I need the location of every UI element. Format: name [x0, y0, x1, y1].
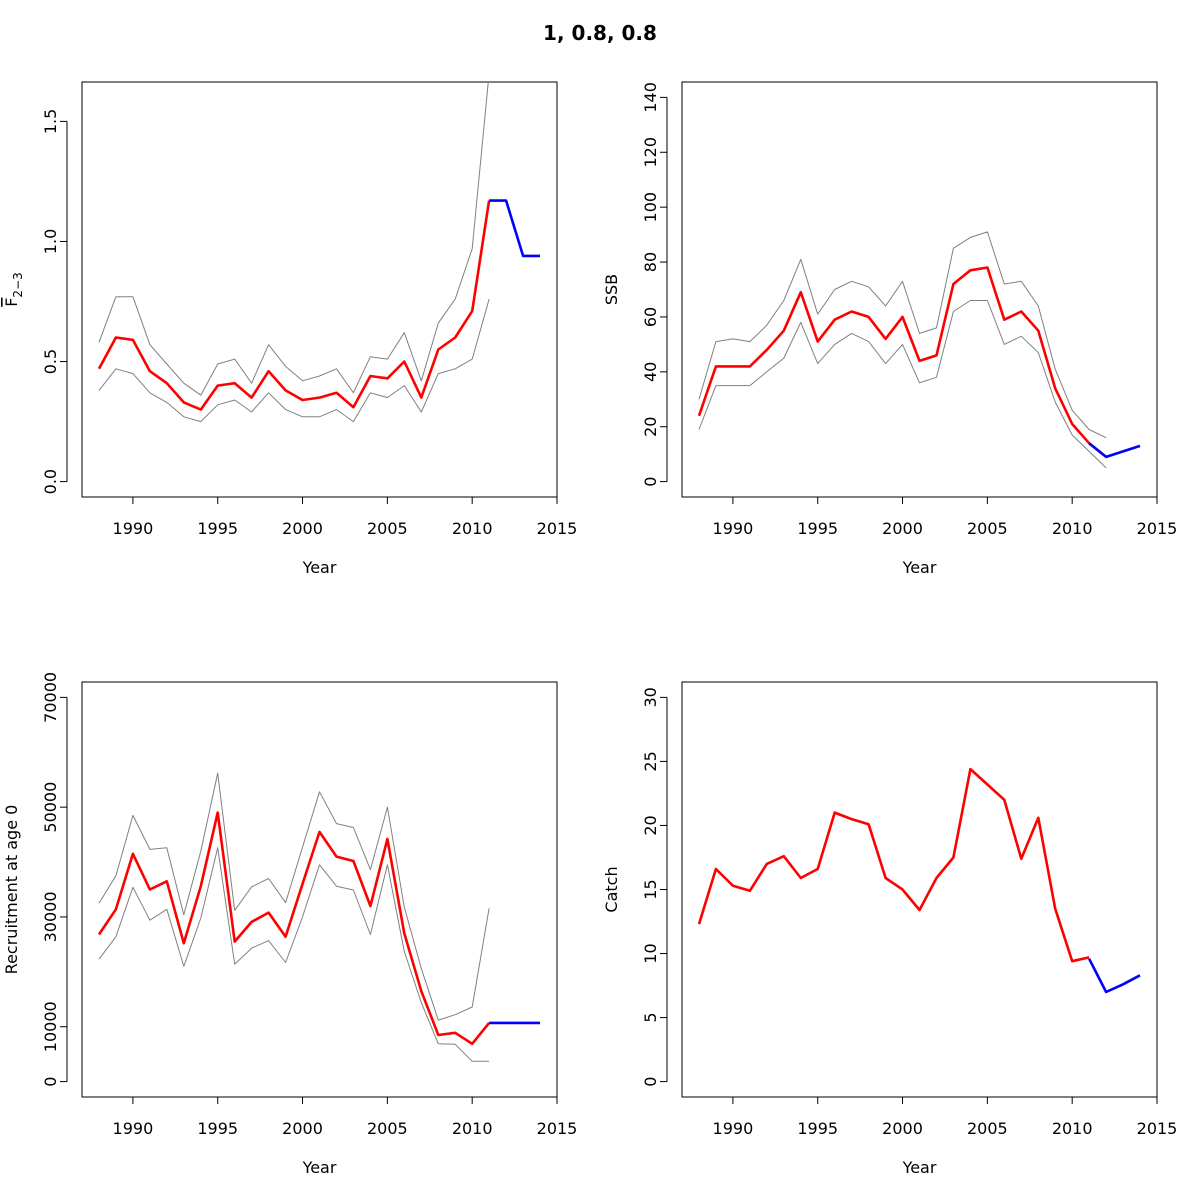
x-axis: 1990 1995 2000 2005 2010 2015: [713, 496, 1178, 538]
y-axis-label: Recruitment at age 0: [2, 805, 21, 975]
x-axis-label: Year: [902, 1158, 937, 1177]
y-axis: 0 20 40 60 80 100 120 140: [641, 82, 668, 487]
x-tick-label: 2010: [1052, 1119, 1093, 1138]
y-tick-label: 80: [641, 252, 660, 272]
y-tick-label: 70000: [41, 672, 60, 723]
x-tick-label: 2015: [537, 1119, 578, 1138]
y-tick-label: 20: [641, 417, 660, 437]
series-line-forecast: [489, 199, 540, 258]
panel-bottom-right: 1990 1995 2000 2005 2010 2015 Year 0 5 10 15 20 25 30…: [602, 681, 1178, 1177]
panel-top-left: 1990 1995 2000 2005 2010 2015 Year 0.0 0.5 1.0 1.5…: [2, 81, 578, 577]
x-tick-label: 2000: [882, 1119, 923, 1138]
x-tick-label: 2015: [1137, 1119, 1178, 1138]
x-tick-label: 1990: [713, 519, 754, 538]
series-line-upper: [98, 772, 490, 1021]
x-axis: 1990 1995 2000 2005 2010 2015: [113, 1096, 578, 1138]
x-tick-label: 1995: [797, 1119, 838, 1138]
series-line-upper: [98, 82, 489, 396]
y-tick-label: 120: [641, 137, 660, 168]
y-axis-label-main: F: [2, 298, 21, 307]
y-tick-label: 20: [641, 815, 660, 835]
x-tick-label: 2010: [452, 519, 493, 538]
x-tick-label: 2010: [1052, 519, 1093, 538]
x-tick-label: 2005: [367, 1119, 408, 1138]
y-axis-label: F2−3: [2, 272, 25, 307]
series-line-estimate: [97, 200, 491, 411]
x-axis-label: Year: [302, 558, 337, 577]
panels: 1990 1995 2000 2005 2010 2015Year0.00.51.01.5…: [2, 81, 1178, 1177]
x-axis: 1990 1995 2000 2005 2010 2015: [113, 496, 578, 538]
plot-frame: [81, 81, 558, 498]
x-tick-label: 2015: [537, 519, 578, 538]
x-tick-label: 2015: [1137, 519, 1178, 538]
series-line-lower: [698, 300, 1107, 469]
x-tick-label: 1990: [113, 1119, 154, 1138]
y-tick-label: 0.0: [41, 469, 60, 494]
y-tick-label: 0: [641, 477, 660, 487]
y-tick-label: 15: [641, 879, 660, 899]
y-tick-label: 40: [641, 362, 660, 382]
x-tick-label: 1995: [197, 519, 238, 538]
x-tick-label: 2010: [452, 1119, 493, 1138]
x-axis: 1990 1995 2000 2005 2010 2015: [713, 1096, 1178, 1138]
y-axis-label-subscript: 2−3: [11, 272, 25, 297]
x-tick-label: 2000: [282, 519, 323, 538]
y-tick-label: 50000: [41, 782, 60, 833]
panel-bottom-left: 1990 1995 2000 2005 2010 2015 Year 0 10000 30000 5…: [2, 672, 577, 1177]
series-line-estimate: [697, 767, 1090, 963]
series-lines: [97, 82, 540, 423]
y-tick-label: 5: [641, 1012, 660, 1022]
y-tick-label: 0.5: [41, 349, 60, 374]
y-tick-label: 60: [641, 307, 660, 327]
y-tick-label: 0: [41, 1077, 60, 1087]
series-line-upper: [698, 231, 1107, 439]
x-axis-label: Year: [902, 558, 937, 577]
y-tick-label: 30000: [41, 891, 60, 942]
y-tick-label: 1.0: [41, 229, 60, 254]
panel-top-right: 1990 1995 2000 2005 2010 2015 Year 0 20 40 60 80 100…: [602, 81, 1178, 577]
y-tick-label: 10000: [41, 1001, 60, 1052]
series-lines: [697, 231, 1141, 469]
x-tick-label: 2005: [367, 519, 408, 538]
x-tick-label: 1990: [113, 519, 154, 538]
plot-frame: [681, 681, 1158, 1098]
y-axis-label: Catch: [602, 866, 621, 912]
x-tick-label: 2000: [282, 1119, 323, 1138]
y-tick-label: 140: [641, 82, 660, 113]
figure-title: 1, 0.8, 0.8: [543, 21, 657, 45]
y-tick-label: 1.5: [41, 109, 60, 134]
y-tick-label: 30: [641, 687, 660, 707]
series-line-forecast: [1088, 442, 1141, 459]
y-tick-label: 0: [641, 1077, 660, 1087]
x-axis-label: Year: [302, 1158, 337, 1177]
series-line-estimate: [97, 811, 491, 1046]
series-line-lower: [98, 847, 490, 1062]
y-axis: 0.0 0.5 1.0 1.5: [41, 109, 68, 494]
y-axis-label: SSB: [602, 274, 621, 305]
x-tick-label: 2005: [967, 519, 1008, 538]
y-axis: 0 10000 30000 50000 70000: [41, 672, 68, 1087]
y-tick-label: 10: [641, 943, 660, 963]
y-tick-label: 100: [641, 192, 660, 223]
y-tick-label: 25: [641, 751, 660, 771]
y-axis: 0 5 10 15 20 25 30: [641, 687, 668, 1087]
plot-frame: [81, 681, 558, 1098]
plot-frame: [681, 81, 1158, 498]
series-line-forecast: [1087, 958, 1141, 994]
x-tick-label: 1995: [197, 1119, 238, 1138]
series-lines: [97, 772, 540, 1062]
x-tick-label: 2005: [967, 1119, 1008, 1138]
x-tick-label: 2000: [882, 519, 923, 538]
series-lines: [697, 767, 1141, 994]
x-tick-label: 1990: [713, 1119, 754, 1138]
series-line-estimate: [697, 266, 1107, 458]
x-tick-label: 1995: [797, 519, 838, 538]
series-line-lower: [98, 298, 490, 423]
